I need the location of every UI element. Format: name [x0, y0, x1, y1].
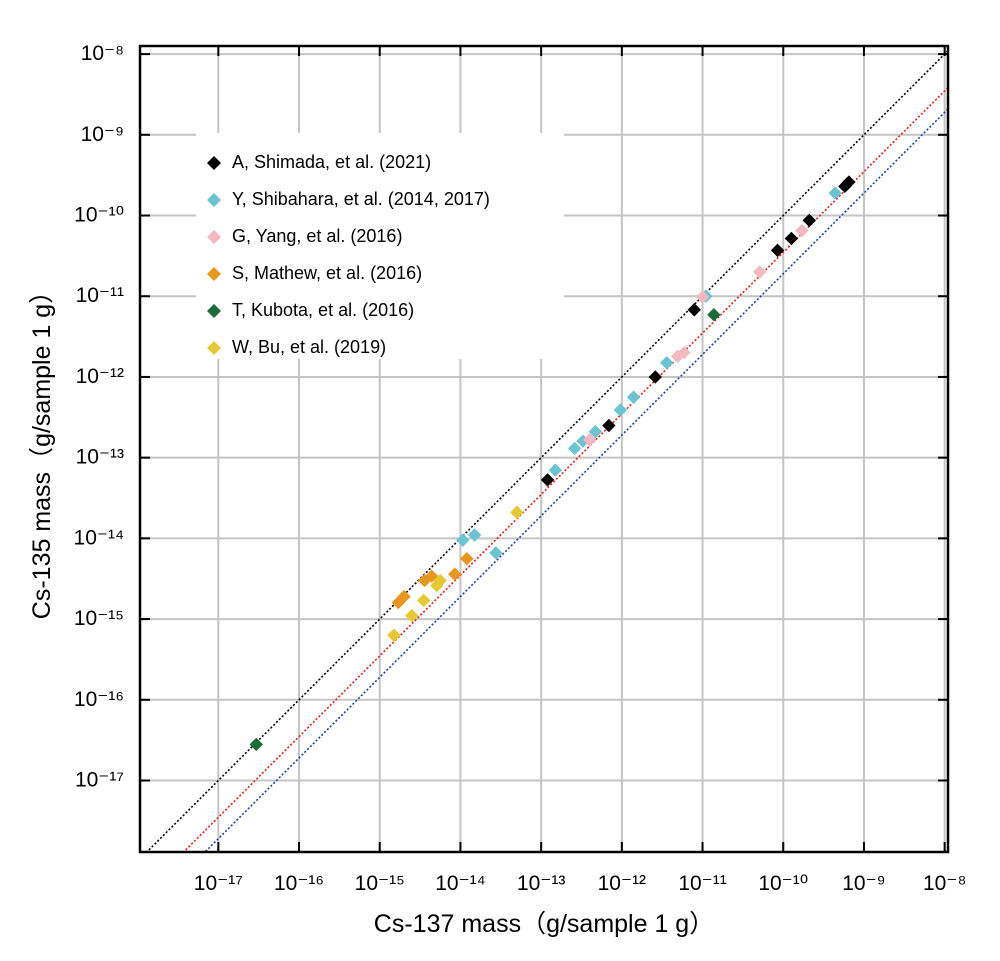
point	[687, 303, 701, 317]
x-tick-label: 10⁻¹⁶	[274, 872, 324, 895]
legend-label: T, Kubota, et al. (2016)	[232, 300, 414, 320]
point	[540, 473, 555, 487]
point	[707, 308, 721, 322]
point	[433, 573, 447, 588]
legend: A, Shimada, et al. (2021) Y, Shibahara, e…	[196, 133, 564, 359]
y-tick-label: 10⁻¹⁰	[74, 204, 124, 227]
point	[828, 186, 842, 200]
y-tick-label: 10⁻¹⁶	[74, 688, 124, 711]
point	[510, 505, 524, 520]
points	[249, 175, 856, 752]
point	[456, 533, 470, 547]
legend-marker	[207, 156, 221, 170]
legend-label: G, Yang, et al. (2016)	[232, 226, 402, 246]
x-axis-label: Cs-137 mass（g/sample 1 g）	[374, 910, 714, 938]
point	[770, 243, 785, 258]
y-axis-label: Cs-135 mass（g/sample 1 g）	[28, 279, 56, 619]
legend-marker	[207, 267, 221, 281]
point	[588, 424, 603, 439]
point	[460, 551, 474, 566]
point	[387, 628, 401, 642]
y-tick-label: 10⁻¹⁷	[75, 768, 124, 791]
reference-line	[182, 86, 948, 852]
point	[397, 589, 411, 604]
point	[416, 593, 431, 608]
point	[648, 370, 663, 384]
x-tick-label: 10⁻¹⁴	[435, 872, 485, 895]
x-tick-label: 10⁻¹⁵	[355, 872, 405, 895]
legend-label: S, Mathew, et al. (2016)	[232, 263, 422, 283]
point	[802, 213, 816, 228]
legend-label: Y, Shibahara, et al. (2014, 2017)	[232, 189, 490, 209]
point	[467, 528, 482, 542]
legend-marker	[207, 341, 221, 355]
reference-line	[145, 50, 948, 852]
reference-lines	[145, 50, 948, 852]
point	[795, 223, 809, 238]
y-tick-label: 10⁻¹⁴	[74, 526, 124, 549]
y-tick-label: 10⁻¹²	[76, 365, 124, 388]
point	[602, 418, 616, 433]
x-tick-label: 10⁻¹⁰	[758, 872, 808, 895]
point	[677, 345, 691, 360]
x-tick-label: 10⁻¹³	[517, 872, 565, 895]
point	[660, 356, 674, 370]
x-tick-label: 10⁻⁸	[923, 872, 966, 895]
legend-label: W, Bu, et al. (2019)	[232, 337, 386, 357]
point	[405, 609, 419, 623]
point	[842, 175, 856, 189]
x-tick-label: 10⁻¹²	[598, 872, 646, 895]
legend-marker	[207, 230, 221, 244]
legend-marker	[207, 304, 221, 318]
point	[249, 737, 263, 752]
y-tick-label: 10⁻⁹	[81, 123, 124, 146]
point	[567, 441, 582, 456]
point	[626, 390, 641, 404]
point	[489, 546, 503, 560]
ticks: 10⁻¹⁷ 10⁻¹⁶ 10⁻¹⁵ 10⁻¹⁴ 10⁻¹³ 10⁻¹² 10⁻¹¹ 10⁻¹⁰…	[74, 42, 967, 895]
point	[583, 433, 597, 447]
point	[752, 265, 767, 279]
y-tick-label: 10⁻⁸	[81, 42, 124, 65]
y-tick-label: 10⁻¹⁵	[74, 607, 124, 630]
x-tick-label: 10⁻¹⁷	[194, 872, 243, 895]
x-tick-label: 10⁻¹¹	[678, 872, 726, 895]
point	[613, 403, 628, 417]
point	[424, 569, 439, 583]
y-tick-label: 10⁻¹¹	[76, 284, 124, 307]
legend-box	[196, 133, 564, 359]
y-tick-label: 10⁻¹³	[76, 446, 124, 469]
point	[448, 567, 462, 581]
reference-line	[203, 108, 948, 852]
point	[548, 463, 563, 477]
point	[695, 290, 710, 304]
legend-label: A, Shimada, et al. (2021)	[232, 152, 431, 172]
point	[784, 231, 799, 246]
plot-frame	[138, 44, 950, 854]
legend-marker	[207, 193, 221, 207]
x-tick-label: 10⁻⁹	[842, 872, 885, 895]
